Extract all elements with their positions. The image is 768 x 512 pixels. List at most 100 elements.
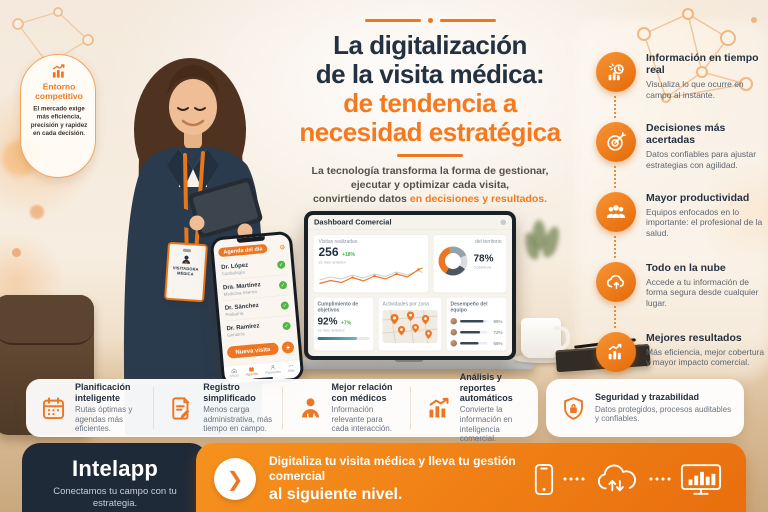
check-icon: ✓	[280, 301, 290, 310]
sidebar-item-title: Todo en la nube	[646, 262, 726, 274]
phone-nav-pacientes[interactable]: Pacientes	[265, 364, 281, 375]
sidebar-connector	[614, 236, 616, 258]
visits-value: 256	[318, 245, 339, 260]
team-member-row: 72%	[450, 329, 503, 336]
dotted-connector	[562, 477, 586, 481]
calendar-icon	[42, 396, 65, 419]
feature-analisis: Análisis y reportes automáticos Conviert…	[409, 372, 538, 443]
badge-clip	[182, 248, 192, 253]
person-icon	[182, 255, 190, 264]
sidebar-item-description: Equipos enfocados en lo importante: el p…	[646, 206, 763, 239]
sidebar-item-nube: Todo en la nube Accede a tu información …	[596, 262, 766, 309]
zones-card[interactable]: Actividades por zona	[378, 297, 442, 351]
cloud-icon	[596, 262, 636, 302]
dashboard-avatar[interactable]	[500, 219, 506, 225]
sidebar-item-title: Mejores resultados	[646, 332, 742, 344]
feature-card-seguridad: Seguridad y trazabilidad Datos protegido…	[546, 379, 744, 437]
coverage-value: 78%	[473, 252, 494, 264]
phone-mockup: Agenda del día ⚙ Dr. López Cardiología ✓ …	[209, 230, 305, 388]
title-divider	[242, 18, 618, 23]
phone-nav-agenda[interactable]: Agenda	[245, 366, 258, 377]
shield-lock-icon	[564, 396, 583, 420]
title-underline	[397, 154, 463, 158]
monitor-chart-icon	[680, 463, 722, 495]
realtime-info-icon	[596, 52, 636, 92]
phone-nav-mas[interactable]: Más	[288, 363, 295, 373]
new-visit-button[interactable]: Nueva visita	[226, 342, 280, 359]
objectives-value: 92%	[317, 316, 338, 327]
sidebar-item-productividad: Mayor productividad Equipos enfocados en…	[596, 192, 766, 239]
avatar	[450, 329, 457, 336]
doctor-icon	[301, 397, 319, 419]
report-chart-icon	[429, 397, 449, 417]
title-dark-line2: de la visita médica:	[315, 59, 545, 90]
laptop-base	[282, 358, 536, 369]
sidebar-item-informacion-tiempo-real: Información en tiempo real Visualiza lo …	[596, 52, 766, 100]
bubble-title: Entorno competitivo	[35, 82, 83, 102]
sidebar-item-decisiones: Decisiones más acertadas Datos confiable…	[596, 122, 766, 170]
team-member-row: 85%	[450, 318, 503, 325]
team-member-row: 68%	[450, 340, 503, 347]
title-dark-line1: La digitalización	[333, 30, 527, 60]
document-pencil-icon	[172, 396, 190, 420]
zones-map	[382, 310, 438, 343]
brand-panel: Intelapp Conectamos tu campo con tu estr…	[22, 443, 208, 512]
gear-icon[interactable]: ⚙	[279, 243, 286, 252]
sidebar-item-description: Datos confiables para ajustar estrategia…	[646, 148, 757, 170]
visits-card[interactable]: Visitas realizadas 256 +18% vs mes anter…	[313, 234, 429, 293]
results-chart-icon	[596, 332, 636, 372]
dashboard-header: Dashboard Comercial	[308, 215, 512, 230]
competitive-environment-callout: Entorno competitivo El mercado exige más…	[20, 54, 96, 178]
brand-tagline: Conectamos tu campo con tu estrategia.	[53, 486, 177, 510]
sidebar-item-title: Mayor productividad	[646, 192, 750, 204]
visits-delta: +18%	[342, 252, 355, 258]
sidebar-connector	[614, 166, 616, 188]
subtitle-accent: en decisiones y resultados.	[409, 193, 548, 206]
bokeh-dot	[12, 248, 21, 257]
sidebar-connector	[614, 96, 616, 118]
cloud-sync-icon	[597, 464, 636, 492]
saucer	[513, 354, 571, 363]
team-card[interactable]: Desempeño del equipo 85% 72%	[446, 297, 507, 351]
objectives-progress-bar	[317, 337, 370, 340]
map-pin-icon	[390, 311, 432, 339]
sidebar-item-title: Decisiones más acertadas	[646, 122, 726, 147]
objectives-card[interactable]: Cumplimiento de objetivos 92% +7% vs mes…	[313, 297, 374, 351]
target-icon	[596, 122, 636, 162]
agenda-pill: Agenda del día	[218, 243, 268, 258]
check-icon: ✓	[276, 260, 286, 270]
sidebar-item-description: Accede a tu información de forma segura …	[646, 276, 759, 309]
bubble-description: El mercado exige más eficiencia, precisi…	[30, 105, 88, 137]
cta-line1: Digitaliza tu visita médica y lleva tu g…	[269, 454, 516, 483]
sidebar-item-resultados: Mejores resultados Más eficiencia, mejor…	[596, 332, 766, 372]
title-accent-line1: de tendencia a	[343, 88, 517, 119]
cta-banner[interactable]: ❯ Digitaliza tu visita médica y lleva tu…	[196, 443, 746, 512]
home-icon	[231, 368, 237, 374]
team-icon	[596, 192, 636, 232]
calendar-small-icon	[249, 366, 254, 372]
add-icon[interactable]: +	[281, 340, 295, 354]
phone-nav-bar: Inicio Agenda Pacientes Más	[223, 359, 302, 385]
molecule-decoration-top-right	[621, 8, 757, 103]
feature-relacion-medicos: Mejor relación con médicos Información r…	[281, 382, 410, 433]
id-badge: VISITADORA MÉDICA	[164, 241, 208, 303]
chevron-right-icon: ❯	[214, 458, 256, 500]
growth-chart-icon	[52, 64, 65, 78]
dotted-connector	[648, 477, 672, 481]
features-strip: Planificación inteligente Rutas óptimas …	[26, 372, 538, 443]
coverage-card[interactable]: del territorio 78% Cobertura	[433, 234, 507, 293]
plant	[522, 220, 564, 272]
subtitle: La tecnología transforma la forma de ges…	[311, 165, 549, 206]
sidebar-item-title: Información en tiempo real	[646, 52, 759, 77]
sidebar-item-description: Más eficiencia, mejor cobertura y mayor …	[646, 346, 765, 368]
phone-nav-inicio[interactable]: Inicio	[230, 368, 239, 378]
more-dots-icon	[288, 365, 294, 367]
page-title: La digitalización de la visita médica: d…	[242, 18, 618, 207]
check-icon: ✓	[282, 321, 291, 331]
appointment-row[interactable]: Dr. Ramírez Geriatría ✓	[224, 316, 292, 342]
visits-sparkline	[319, 267, 423, 285]
title-accent-line2: necesidad estratégica	[299, 117, 561, 148]
feature-registro: Registro simplificado Menos carga admini…	[153, 382, 281, 433]
cta-device-icons	[534, 463, 722, 496]
